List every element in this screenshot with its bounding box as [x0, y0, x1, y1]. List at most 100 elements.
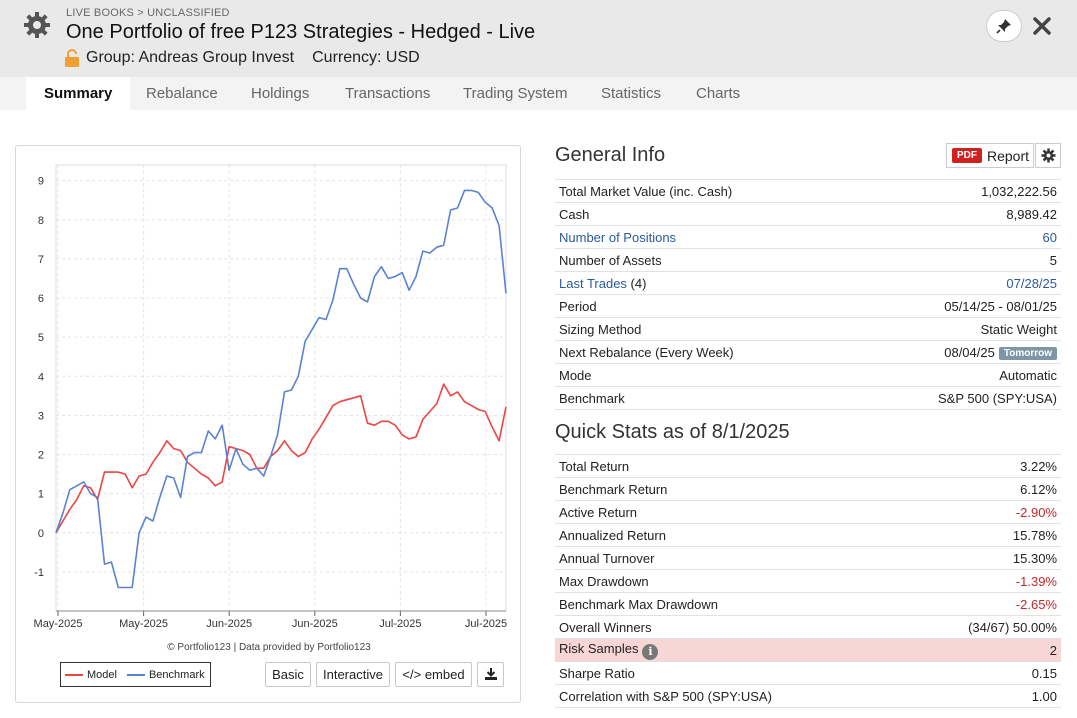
stat-label-cell: Active Return	[555, 500, 907, 524]
download-chart-button[interactable]	[477, 662, 504, 687]
stat-label-cell: Sharpe Ratio	[555, 661, 907, 685]
legend-item-model[interactable]: Model	[65, 669, 117, 681]
x-tick-label: Jul-2025	[379, 618, 421, 630]
info-label-cell: Cash	[555, 202, 854, 226]
info-value: Static Weight	[980, 321, 1057, 337]
stat-value-cell: 15.78%	[906, 523, 1061, 547]
stat-row-risk-samples: Risk Samples i 2	[555, 638, 1061, 662]
pdf-report-button[interactable]: PDF Report	[946, 143, 1034, 168]
general-info-title: General Info	[555, 144, 666, 166]
tab-charts[interactable]: Charts	[696, 85, 741, 102]
stat-row-benchmark-return: Benchmark Return 6.12%	[555, 477, 1061, 501]
stat-row-correlation-with-s-p-500-spy-usa: Correlation with S&P 500 (SPY:USA) 1.00	[555, 684, 1061, 708]
lock-icon[interactable]	[64, 49, 80, 67]
tab-bar: Summary Rebalance Holdings Transactions …	[0, 77, 1077, 110]
performance-chart[interactable]: -1 0 1 2 3 4 5 6 7 8 9 May-2025 May-2025 Jun-2025 Jun-…	[16, 146, 522, 636]
stat-row-total-return: Total Return 3.22%	[555, 454, 1061, 478]
info-label: Sizing Method	[559, 321, 642, 337]
info-value-cell: 05/14/25 - 08/01/25	[853, 294, 1061, 318]
tab-transactions[interactable]: Transactions	[345, 85, 431, 102]
info-value[interactable]: 60	[1042, 229, 1057, 245]
info-value-cell: 07/28/25	[853, 271, 1061, 295]
gear-icon[interactable]	[22, 10, 52, 40]
stat-label: Annualized Return	[559, 527, 666, 543]
stat-value: 3.22%	[1020, 458, 1057, 474]
info-label: Total Market Value (inc. Cash)	[559, 183, 733, 199]
quick-stats-table: Total Return 3.22% Benchmark Return 6.12% Ac…	[555, 454, 1061, 708]
info-label-cell: Mode	[555, 363, 854, 387]
stat-value-cell: 0.15	[906, 661, 1061, 685]
tab-trading-system[interactable]: Trading System	[463, 85, 568, 102]
y-tick-label: 7	[38, 254, 44, 266]
stat-value: 1.00	[1031, 688, 1057, 704]
info-value-cell: S&P 500 (SPY:USA)	[853, 386, 1061, 410]
y-tick-label: 3	[38, 410, 44, 422]
x-tick-label: Jul-2025	[465, 618, 507, 630]
legend-label-benchmark: Benchmark	[148, 668, 205, 681]
info-value: 05/14/25 - 08/01/25	[944, 298, 1057, 314]
x-tick-label: May-2025	[34, 618, 83, 630]
info-value: 8,989.42	[1006, 206, 1057, 222]
stat-label-cell: Total Return	[555, 454, 907, 478]
embed-chart-button[interactable]: </> embed	[395, 662, 472, 687]
x-tick-label: Jun-2025	[206, 618, 252, 630]
y-tick-label: 1	[38, 489, 44, 501]
info-label[interactable]: Number of Positions	[559, 229, 677, 245]
y-tick-label: 5	[38, 332, 44, 344]
info-label: Benchmark	[559, 390, 625, 406]
legend-item-benchmark[interactable]: Benchmark	[126, 668, 205, 681]
stat-label: Risk Samples	[559, 640, 639, 656]
interactive-chart-button[interactable]: Interactive	[316, 662, 390, 687]
info-label: Number of Assets	[559, 252, 662, 268]
info-label: Mode	[559, 367, 592, 383]
tab-statistics[interactable]: Statistics	[601, 85, 662, 102]
info-label-cell: Last Trades (4)	[555, 271, 854, 295]
chart-credit: © Portfolio123 | Data provided by Portfo…	[167, 642, 371, 653]
y-tick-label: 6	[38, 293, 44, 305]
stat-value: 15.30%	[1012, 550, 1057, 566]
info-row-total-market-value-inc-cash: Total Market Value (inc. Cash) 1,032,222.…	[555, 179, 1061, 203]
legend-swatch-benchmark	[126, 673, 145, 676]
info-label-cell: Number of Positions	[555, 225, 854, 249]
stat-label-cell: Risk Samples i	[555, 638, 907, 662]
info-value[interactable]: 07/28/25	[1006, 275, 1057, 291]
info-value-cell: 08/04/25 Tomorrow	[853, 340, 1061, 364]
series-line-model	[55, 383, 507, 534]
tab-holdings[interactable]: Holdings	[251, 85, 310, 102]
info-row-cash: Cash 8,989.42	[555, 202, 1061, 226]
stat-value: 15.78%	[1012, 527, 1057, 543]
info-row-last-trades: Last Trades (4) 07/28/25	[555, 271, 1061, 295]
stat-label-cell: Overall Winners	[555, 615, 907, 639]
y-tick-label: 0	[38, 528, 44, 540]
stat-value: -2.90%	[1015, 504, 1057, 520]
page-title: One Portfolio of free P123 Strategies - …	[66, 21, 536, 43]
stat-label-cell: Benchmark Max Drawdown	[555, 592, 907, 616]
info-value-cell: 60	[853, 225, 1061, 249]
info-icon[interactable]: i	[642, 643, 659, 660]
general-info-table: Total Market Value (inc. Cash) 1,032,222.…	[555, 179, 1061, 410]
tab-rebalance[interactable]: Rebalance	[146, 85, 218, 102]
info-value: 08/04/25	[944, 344, 995, 360]
stat-value-cell: -1.39%	[906, 569, 1061, 593]
chart-legend: Model Benchmark	[60, 662, 211, 687]
close-icon[interactable]	[1032, 16, 1052, 36]
info-label[interactable]: Last Trades	[559, 275, 627, 291]
stat-label: Active Return	[559, 504, 638, 520]
info-row-next-rebalance-every-week: Next Rebalance (Every Week) 08/04/25 Tomor…	[555, 340, 1061, 364]
gear-icon	[1041, 148, 1055, 163]
basic-chart-button[interactable]: Basic	[265, 662, 311, 687]
report-settings-button[interactable]	[1035, 143, 1061, 168]
info-label-cell: Number of Assets	[555, 248, 854, 272]
info-label: Period	[559, 298, 597, 314]
stat-value: -1.39%	[1015, 573, 1057, 589]
y-tick-label: -1	[34, 567, 44, 579]
stat-row-active-return: Active Return -2.90%	[555, 500, 1061, 524]
pin-button[interactable]	[986, 10, 1022, 42]
tab-summary[interactable]: Summary	[26, 77, 131, 110]
info-value: 1,032,222.56	[981, 183, 1057, 199]
info-label: Cash	[559, 206, 590, 222]
info-label-cell: Sizing Method	[555, 317, 854, 341]
stat-value-cell: 2	[906, 638, 1061, 662]
chart-panel: -1 0 1 2 3 4 5 6 7 8 9 May-2025 May-2025 Jun-2025 Jun-…	[15, 145, 521, 703]
breadcrumb[interactable]: LIVE BOOKS > UNCLASSIFIED	[66, 7, 230, 19]
